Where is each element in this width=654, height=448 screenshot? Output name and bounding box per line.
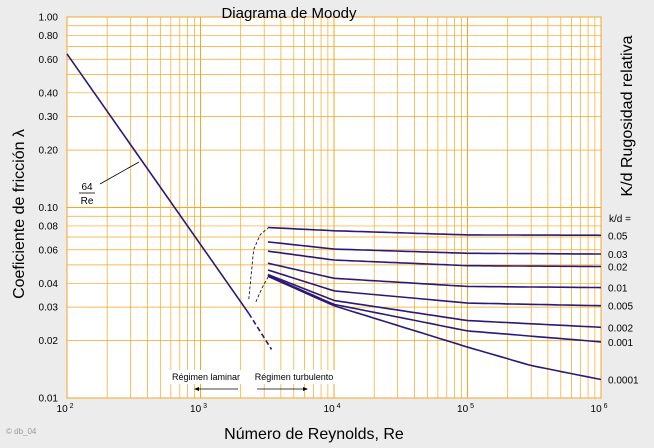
x-tick-label: 10 3 bbox=[190, 403, 207, 415]
y-tick-label: 0.30 bbox=[39, 112, 59, 123]
roughness-curve-0.002 bbox=[267, 273, 602, 329]
roughness-curve-0.02 bbox=[267, 250, 601, 268]
y-tick-label: 0.60 bbox=[39, 55, 59, 66]
turbulent-regime-label: Régimen turbulento bbox=[255, 372, 334, 382]
x-tick-label: 10 2 bbox=[57, 403, 74, 415]
y-tick-label: 0.80 bbox=[39, 31, 59, 42]
chart-title: Diagrama de Moody bbox=[221, 5, 357, 22]
series-label: 0.01 bbox=[608, 284, 628, 295]
roughness-curve-0.05 bbox=[267, 226, 602, 237]
y-tick-label: 0.08 bbox=[39, 221, 59, 232]
laminar-annotation: 64 Re bbox=[79, 161, 140, 207]
roughness-curve-0.005 bbox=[267, 269, 602, 307]
series-label: 0.002 bbox=[608, 323, 633, 334]
regime-annotations: Régimen laminar Régimen turbulento bbox=[170, 370, 335, 391]
series-label: 0.02 bbox=[608, 263, 628, 274]
roughness-curve-0.03 bbox=[267, 241, 601, 255]
y-tick-label: 0.20 bbox=[39, 146, 59, 157]
x-tick-label: 10 6 bbox=[591, 403, 608, 415]
laminar-extension-dashed bbox=[248, 312, 273, 350]
laminar-regime-label: Régimen laminar bbox=[172, 372, 240, 382]
grid bbox=[66, 16, 602, 399]
series-labels: 0.05 0.03 0.02 0.01 0.005 0.002 0.001 0.0001 bbox=[608, 231, 639, 386]
turbulent-arrowhead-icon bbox=[303, 387, 308, 391]
series-label: 0.03 bbox=[608, 250, 628, 261]
ticks: 1.00 0.80 0.60 0.40 0.30 0.20 0.10 0.08 0.06 0.04… bbox=[39, 13, 608, 416]
series-label: 0.05 bbox=[608, 231, 628, 242]
y-tick-label: 0.40 bbox=[39, 88, 59, 99]
right-axis-label: K/d Rugosidad relativa bbox=[619, 35, 636, 196]
curves bbox=[66, 53, 602, 381]
laminar-regime-box bbox=[170, 370, 242, 384]
x-tick-label: 10 5 bbox=[457, 403, 474, 415]
series-label: 0.0001 bbox=[608, 376, 639, 387]
y-axis-label: Coeficiente de fricción λ bbox=[11, 129, 28, 299]
laminar-arrowhead-icon bbox=[194, 387, 199, 391]
roughness-header: k/d = bbox=[609, 214, 631, 225]
roughness-curve-0.0001 bbox=[267, 275, 602, 381]
laminar-label-numerator: 64 bbox=[81, 182, 93, 193]
y-tick-label: 0.06 bbox=[39, 245, 59, 256]
y-tick-label: 0.01 bbox=[39, 394, 59, 405]
watermark: © db_04 bbox=[6, 427, 37, 436]
roughness-curve-0.01 bbox=[267, 262, 602, 289]
transition-upper-dashed bbox=[248, 227, 269, 300]
plot-border bbox=[66, 16, 602, 399]
y-tick-label: 0.10 bbox=[39, 203, 59, 214]
y-tick-label: 0.04 bbox=[39, 279, 59, 290]
series-label: 0.005 bbox=[608, 302, 633, 313]
y-tick-label: 0.02 bbox=[39, 336, 59, 347]
laminar-pointer bbox=[99, 161, 140, 185]
x-tick-label: 10 4 bbox=[324, 403, 341, 415]
laminar-line bbox=[66, 53, 250, 314]
series-label: 0.001 bbox=[608, 338, 633, 349]
roughness-curve-0.001 bbox=[267, 274, 602, 343]
turbulent-regime-box bbox=[251, 370, 335, 384]
laminar-label-denominator: Re bbox=[81, 196, 94, 207]
y-tick-label: 1.00 bbox=[39, 13, 59, 24]
y-tick-label: 0.03 bbox=[39, 303, 59, 314]
x-axis-label: Número de Reynolds, Re bbox=[224, 426, 404, 443]
